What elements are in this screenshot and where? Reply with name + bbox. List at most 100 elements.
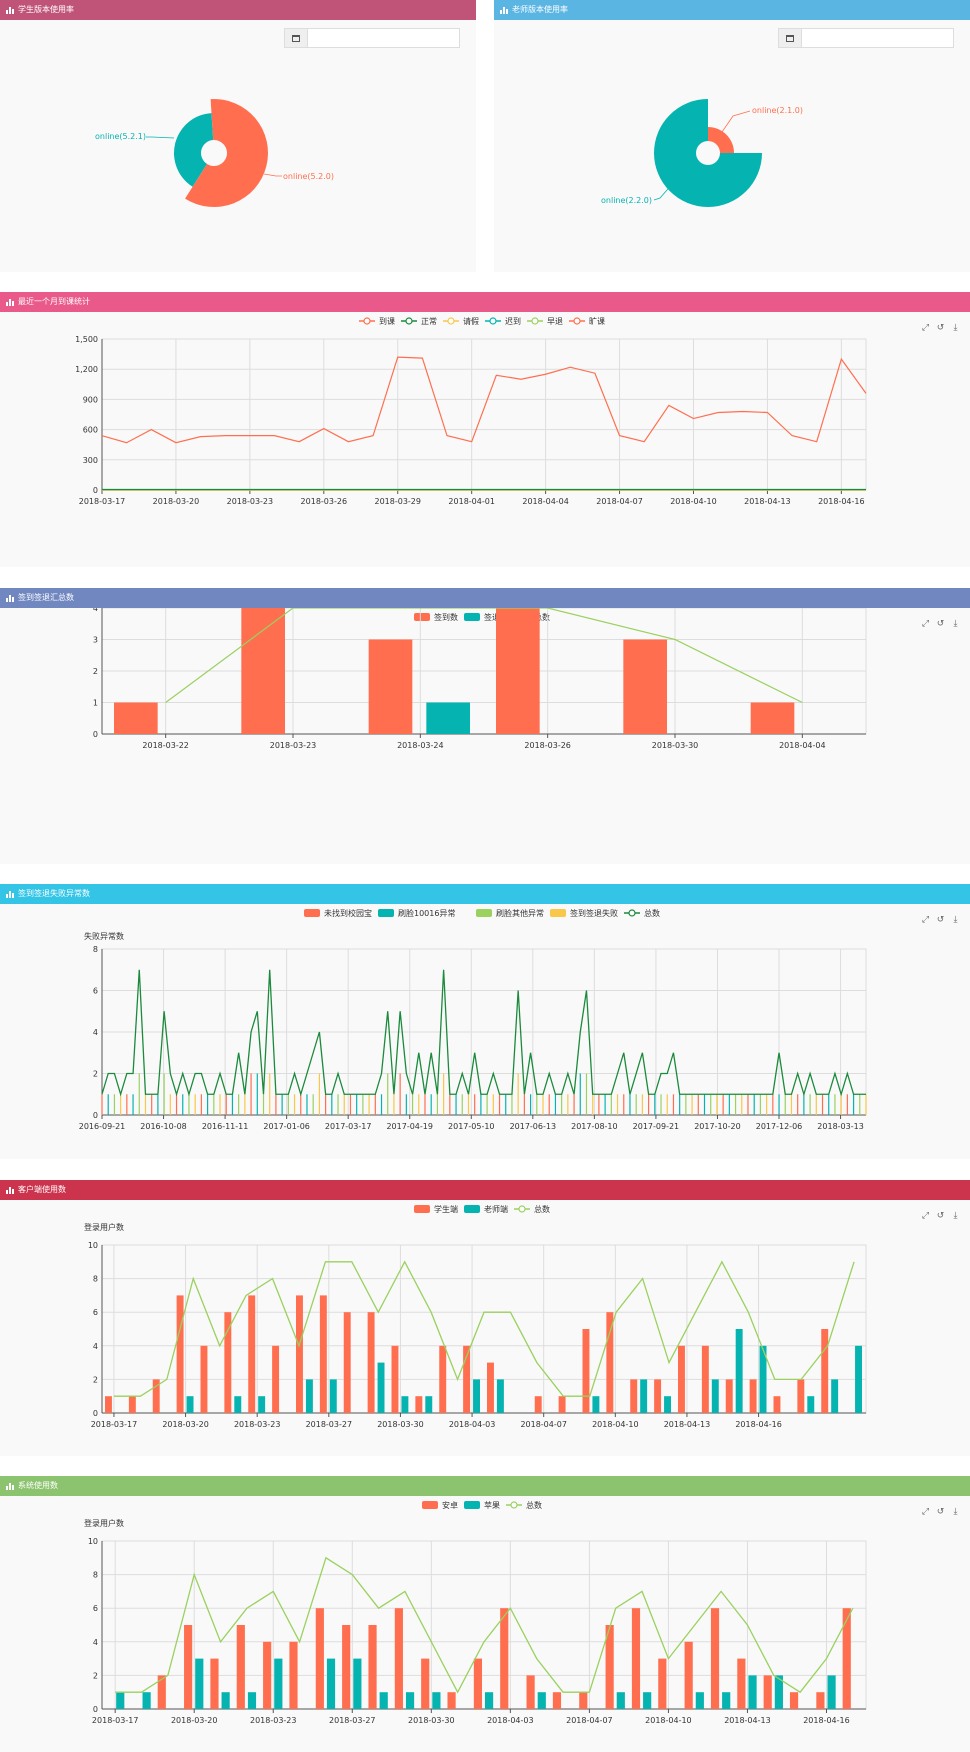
system-usage-panel: 系统使用数 ⤢ ↺ ⤓ 安卓 苹果 总数 登录用户数 0 2 4 6 8 10 2018-03-17 20… [0, 1476, 970, 1752]
bar [236, 1625, 245, 1709]
restore-icon[interactable]: ↺ [936, 323, 945, 333]
client-usage-title: 客户端使用数 [18, 1185, 66, 1194]
bar [368, 639, 413, 734]
bar [750, 702, 795, 734]
bar-chart-icon [6, 298, 14, 306]
x-tick-label: 2018-04-07 [596, 497, 643, 506]
legend-label: 到课 [379, 317, 395, 326]
attendance-panel: 最近一个月到课统计 ⤢ ↺ ⤓ 到课 正常 请假 迟到 早退 旷课 0 300 600 900 1,20… [0, 292, 970, 567]
bar [496, 1379, 504, 1413]
download-icon[interactable]: ⤓ [953, 323, 958, 333]
bar [234, 1396, 242, 1413]
attendance-line-chart: 到课 正常 请假 迟到 早退 旷课 0 300 600 900 1,200 1,500 2018-03-… [75, 316, 867, 506]
bar [114, 702, 158, 734]
y-tick-label: 4 [93, 1028, 98, 1037]
bar [368, 1625, 377, 1709]
y-tick-label: 2 [93, 1671, 98, 1680]
download-icon[interactable]: ⤓ [953, 619, 958, 629]
x-tick-label: 2018-03-27 [306, 1420, 353, 1429]
x-tick-label: 2018-03-27 [329, 1716, 376, 1725]
x-tick-label: 2018-03-22 [142, 741, 189, 750]
x-tick-label: 2018-04-13 [724, 1716, 771, 1725]
zoom-icon[interactable]: ⤢ [921, 323, 930, 333]
bar-chart-icon [6, 1482, 14, 1490]
legend-swatch [378, 909, 394, 917]
bar [343, 1312, 351, 1413]
plot-frame [101, 338, 867, 491]
bar [319, 1295, 327, 1413]
y-tick-label: 6 [93, 1308, 98, 1317]
restore-icon[interactable]: ↺ [936, 1211, 945, 1221]
bar [722, 1692, 731, 1709]
legend-circle-marker [489, 317, 497, 325]
legend-label: 总数 [534, 612, 550, 622]
legend-swatch [422, 1501, 438, 1509]
client-usage-panel: 客户端使用数 ⤢ ↺ ⤓ 学生端 老师端 总数 登录用户数 0 2 4 6 8 10 2018-03-1… [0, 1180, 970, 1456]
signin-summary-header: 签到签退汇总数 [0, 588, 970, 608]
bar-chart-icon [500, 6, 508, 14]
signin-errors-title: 签到签退失败异常数 [18, 889, 90, 898]
pie-slice-label: online(2.2.0) [601, 196, 652, 205]
bar [684, 1641, 693, 1709]
restore-icon[interactable]: ↺ [936, 915, 945, 925]
bar [421, 1658, 430, 1709]
restore-icon[interactable]: ↺ [936, 1507, 945, 1517]
bar [821, 1329, 829, 1413]
zoom-icon[interactable]: ⤢ [921, 619, 930, 629]
x-tick-label: 2018-03-23 [234, 1420, 281, 1429]
x-tick-label: 2018-03-17 [91, 1420, 138, 1429]
teacher-version-pie: online(2.1.0) online(2.2.0) [601, 99, 803, 207]
legend-label: 刷脸其他异常 [496, 908, 544, 918]
x-tick-label: 2018-03-26 [524, 741, 571, 750]
x-tick-label: 2018-03-30 [408, 1716, 455, 1725]
bar [405, 1692, 415, 1709]
x-tick-label: 2018-04-07 [520, 1420, 567, 1429]
y-tick-label: 3 [93, 636, 98, 645]
x-tick-label: 2018-04-04 [779, 741, 826, 750]
zoom-icon[interactable]: ⤢ [921, 915, 930, 925]
x-tick-label: 2018-03-30 [652, 741, 699, 750]
bar [582, 1329, 590, 1413]
x-tick-label: 2018-04-16 [803, 1716, 850, 1725]
y-tick-label: 0 [93, 1705, 98, 1714]
attendance-title: 最近一个月到课统计 [18, 297, 90, 306]
legend-label: 签到签退失败 [570, 908, 618, 918]
bar [473, 1658, 482, 1709]
chart-toolbox: ⤢ ↺ ⤓ [921, 1508, 960, 1517]
bar [247, 1692, 257, 1709]
y-tick-label: 4 [93, 1342, 98, 1351]
legend-label: 正常 [421, 317, 437, 326]
bar [289, 1641, 298, 1709]
y-tick-label: 10 [88, 1537, 98, 1546]
bar [749, 1379, 757, 1413]
y-tick-label: 2 [93, 1375, 98, 1384]
y-tick-label: 8 [93, 1571, 98, 1580]
teacher-version-panel: 老师版本使用率 online(2.1.0) online(2.2.0) [494, 0, 970, 272]
chart-toolbox: ⤢ ↺ ⤓ [921, 1212, 960, 1221]
bar [184, 1625, 193, 1709]
client-usage-header: 客户端使用数 [0, 1180, 970, 1200]
system-usage-title: 系统使用数 [18, 1481, 58, 1490]
download-icon[interactable]: ⤓ [953, 1211, 958, 1221]
bar [748, 1675, 757, 1709]
y-tick-label: 600 [83, 426, 98, 435]
x-tick-label: 2016-10-08 [140, 1122, 187, 1131]
y-tick-label: 6 [93, 987, 98, 996]
bar [816, 1692, 825, 1709]
bar [224, 1312, 232, 1413]
x-tick-label: 2018-04-10 [645, 1716, 692, 1725]
zoom-icon[interactable]: ⤢ [921, 1507, 930, 1517]
restore-icon[interactable]: ↺ [936, 619, 945, 629]
zoom-icon[interactable]: ⤢ [921, 1211, 930, 1221]
bar [737, 1658, 746, 1709]
student-date-picker[interactable] [284, 28, 460, 48]
x-tick-label: 2018-04-04 [522, 497, 569, 506]
bar-chart-icon [6, 1186, 14, 1194]
student-version-pie: online(5.2.1) online(5.2.0) [95, 99, 334, 207]
x-tick-label: 2017-06-13 [510, 1122, 557, 1131]
bar [128, 1396, 136, 1413]
bar [485, 1692, 494, 1709]
teacher-date-picker[interactable] [778, 28, 954, 48]
download-icon[interactable]: ⤓ [953, 915, 958, 925]
download-icon[interactable]: ⤓ [953, 1507, 958, 1517]
